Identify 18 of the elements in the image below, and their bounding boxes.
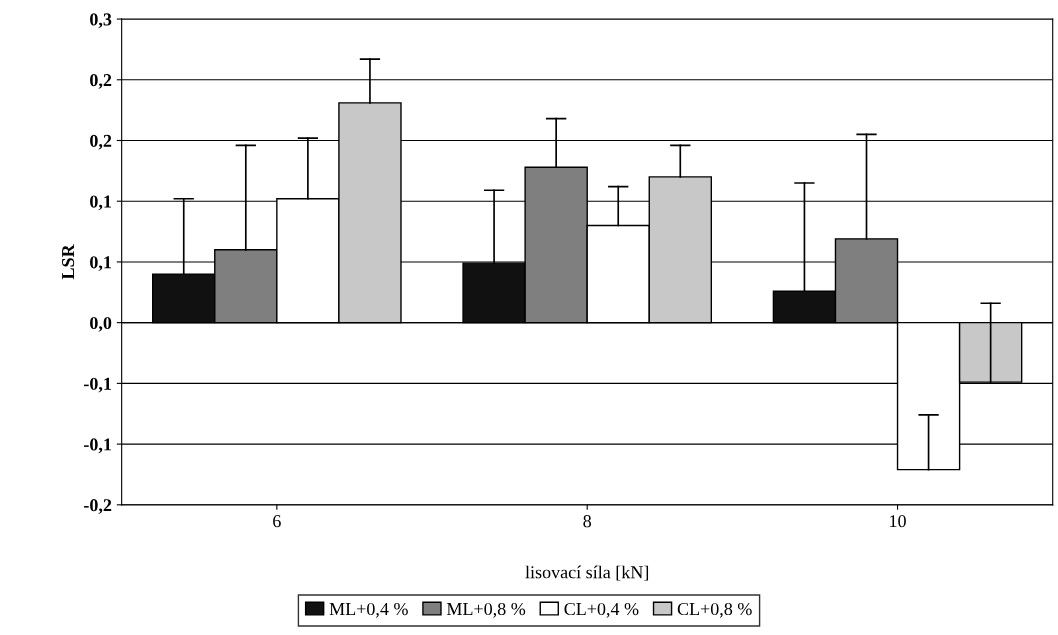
legend-label: ML+0,8 %: [446, 602, 526, 618]
y-tick-label: -0,1: [84, 377, 112, 393]
legend-label: ML+0,4 %: [329, 602, 408, 618]
x-tick-label: 8: [583, 515, 592, 528]
x-tick-label: 10: [890, 515, 906, 528]
y-tick-label: -0,1: [84, 438, 112, 454]
legend-label: CL+0,8 %: [677, 602, 752, 618]
y-tick-label: 0,2: [90, 74, 112, 89]
y-tick-label: 0,0: [90, 316, 112, 332]
y-tick-label: 0,1: [90, 256, 112, 271]
y-axis-title: LSR: [62, 244, 75, 280]
legend-label: CL+0,4 %: [564, 602, 639, 618]
x-tick-label: 6: [273, 515, 281, 528]
x-axis-title: lisovací síla [kN]: [525, 565, 649, 581]
y-tick-label: 0,3: [90, 13, 112, 29]
y-tick-label: -0,2: [84, 499, 112, 514]
y-tick-label: 0,1: [90, 195, 112, 211]
y-tick-label: 0,2: [90, 134, 112, 150]
